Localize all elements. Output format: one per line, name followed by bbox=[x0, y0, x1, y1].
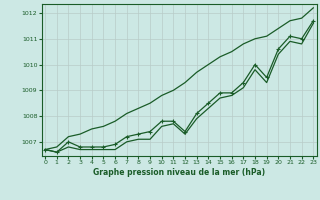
X-axis label: Graphe pression niveau de la mer (hPa): Graphe pression niveau de la mer (hPa) bbox=[93, 168, 265, 177]
